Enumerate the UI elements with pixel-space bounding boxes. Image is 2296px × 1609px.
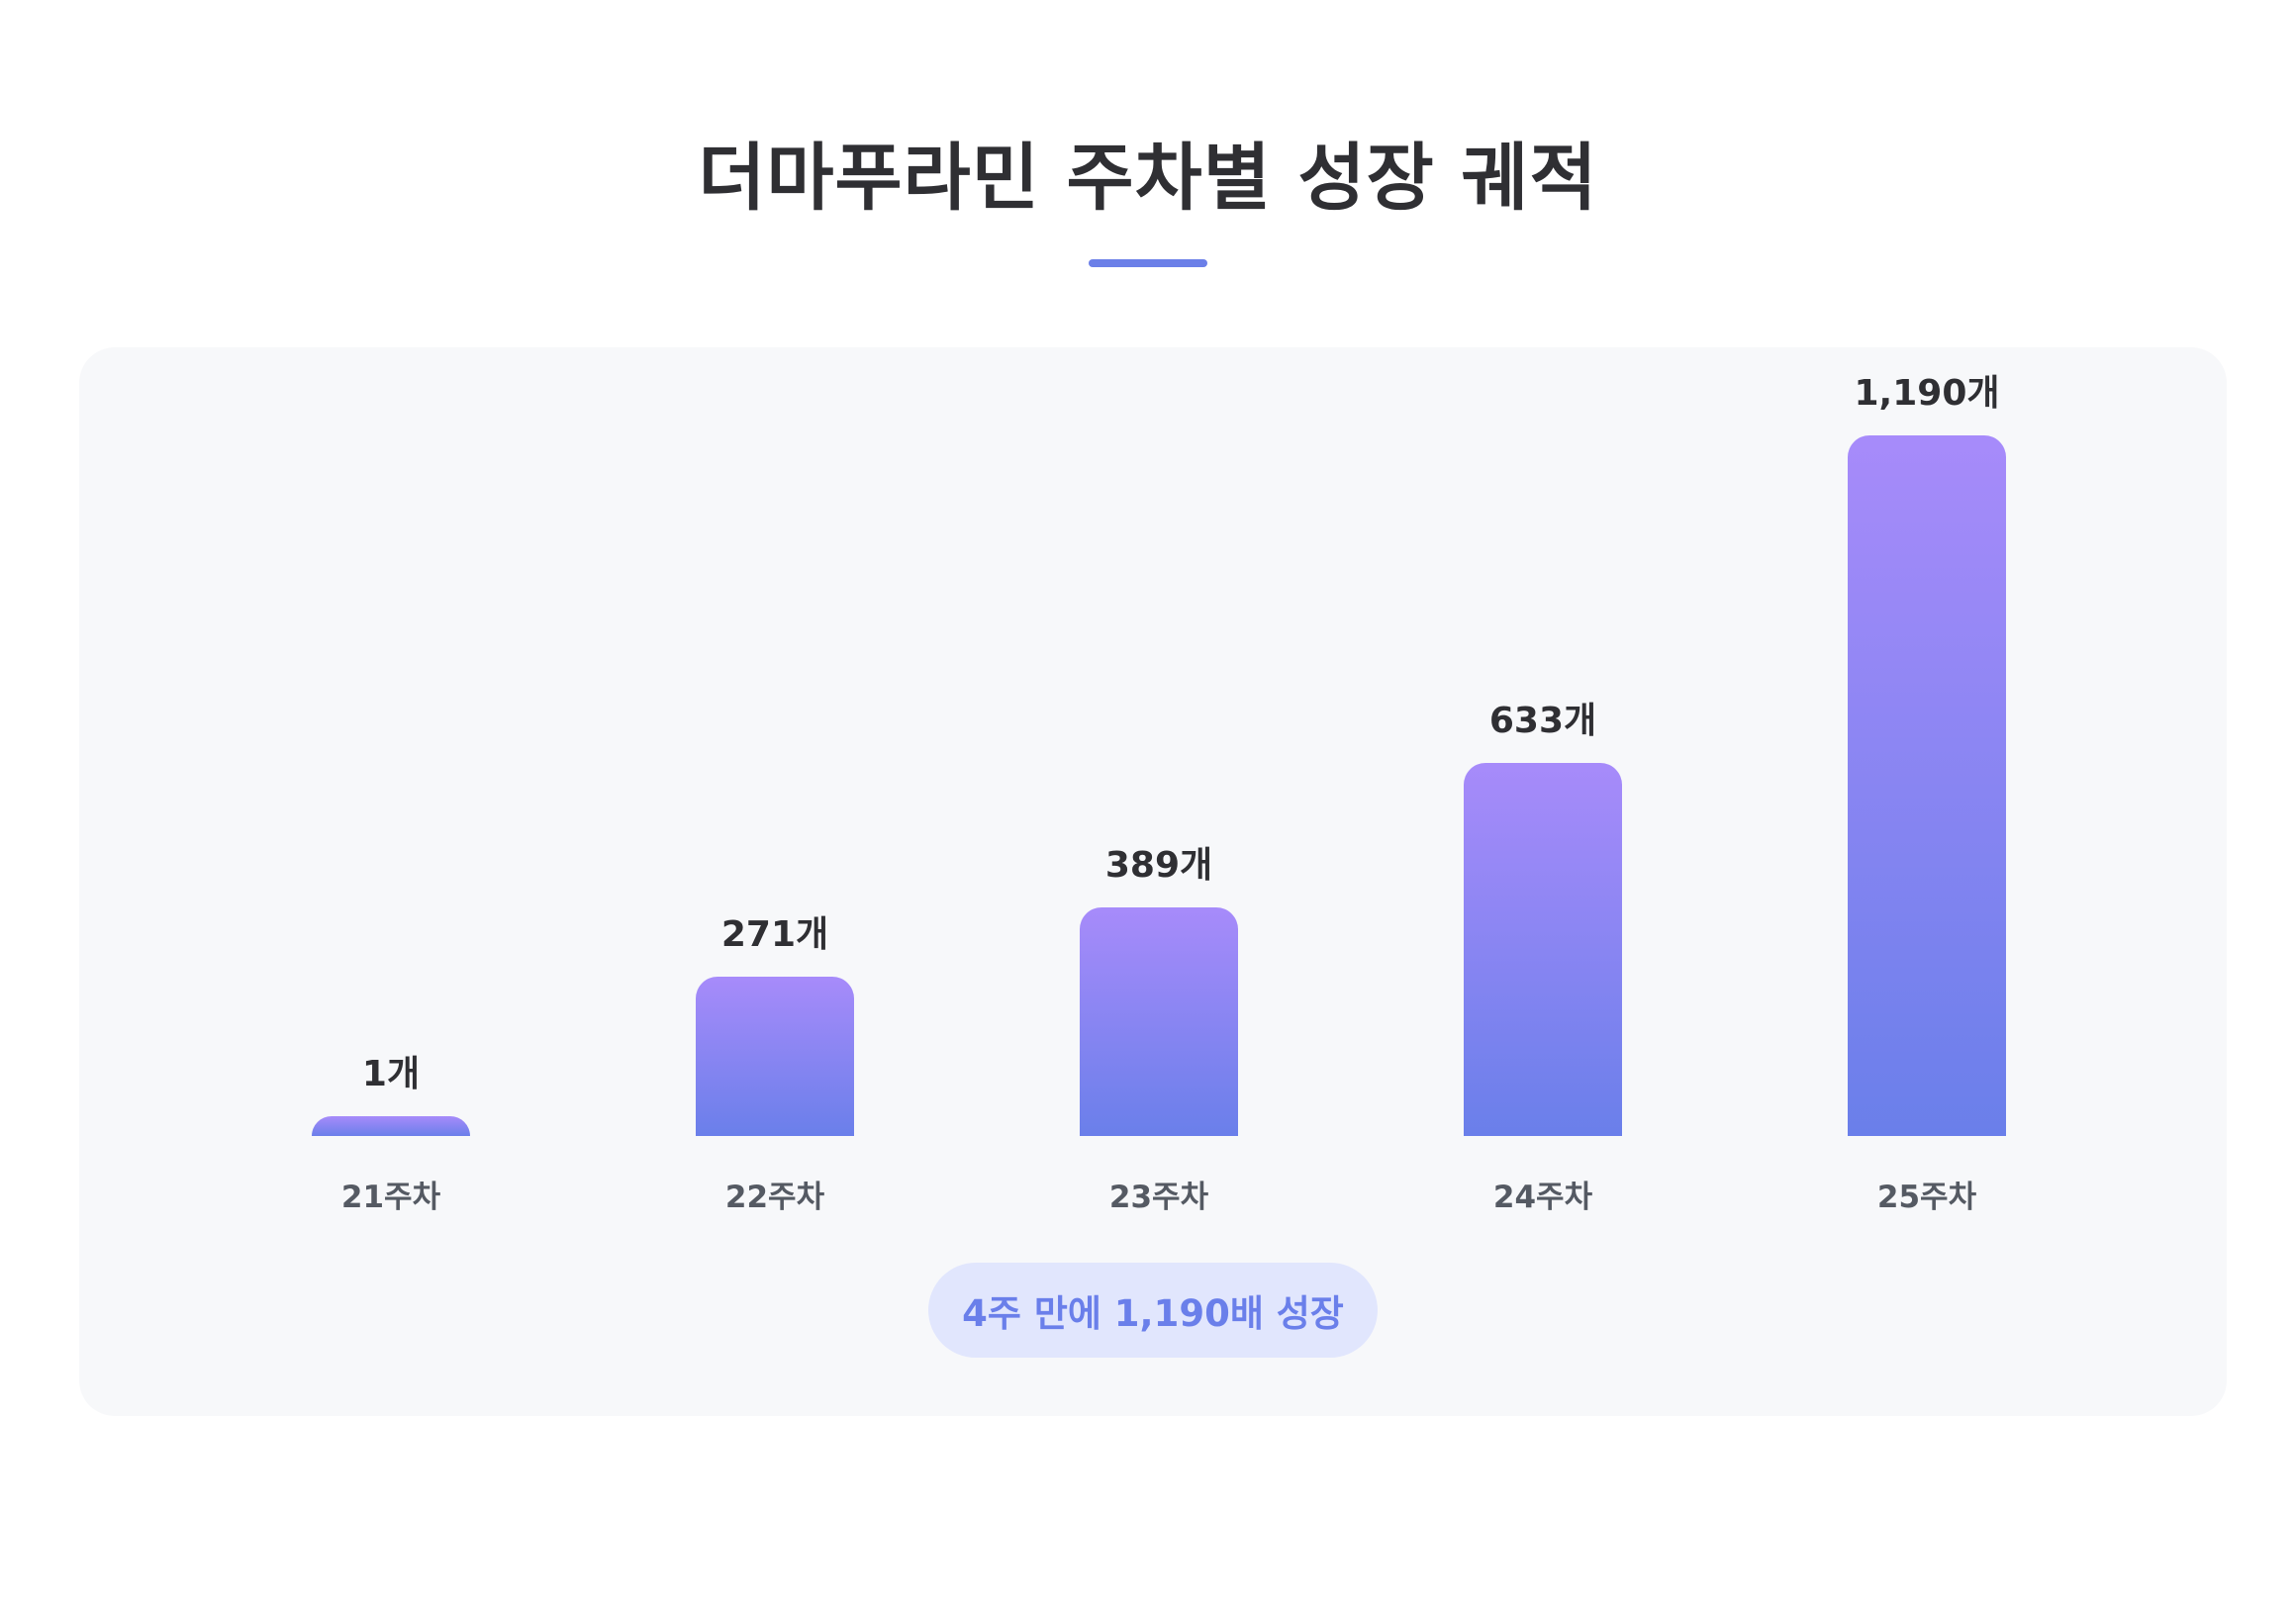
category-label-1: 21주차 bbox=[340, 1180, 441, 1215]
value-label-4: 633개 bbox=[1488, 701, 1597, 742]
category-label-2: 22주차 bbox=[724, 1180, 825, 1215]
category-label-4: 24주차 bbox=[1492, 1180, 1593, 1215]
bar-3 bbox=[1080, 906, 1238, 1136]
category-label-3: 23주차 bbox=[1108, 1180, 1209, 1215]
title-underline bbox=[1089, 259, 1207, 267]
bar-2 bbox=[696, 976, 854, 1136]
bar-5 bbox=[1848, 435, 2006, 1136]
value-label-1: 1개 bbox=[361, 1054, 421, 1094]
value-label-3: 389개 bbox=[1104, 844, 1213, 886]
bar-4 bbox=[1464, 763, 1622, 1136]
value-label-5: 1,190개 bbox=[1854, 373, 2000, 414]
summary-badge: 4주 만에 1,190배 성장 bbox=[928, 1263, 1378, 1358]
category-label-5: 25주차 bbox=[1876, 1180, 1977, 1215]
value-label-2: 271개 bbox=[720, 913, 829, 955]
bar-1 bbox=[312, 1116, 470, 1136]
page-title: 더마푸라민 주차별 성장 궤적 bbox=[698, 136, 1598, 221]
